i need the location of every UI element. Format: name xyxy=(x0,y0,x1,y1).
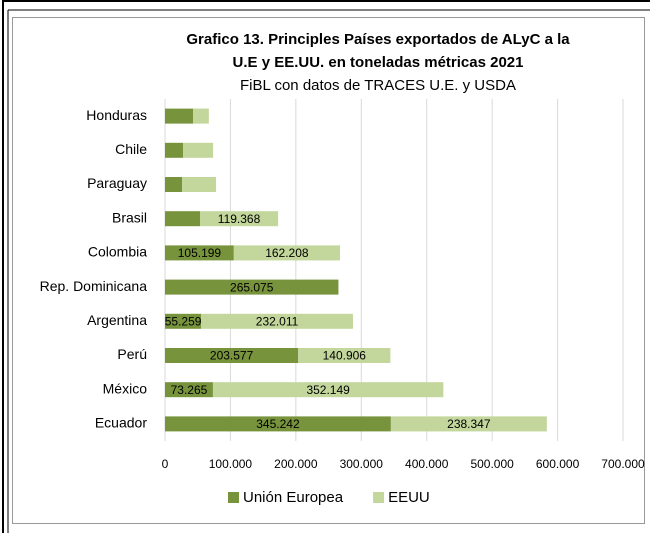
bar-segment xyxy=(193,108,209,124)
y-tick-label: Honduras xyxy=(86,107,147,123)
bar-segment xyxy=(298,348,391,363)
data-label: 73.265 xyxy=(171,383,208,397)
data-label: 140.906 xyxy=(323,349,367,363)
y-tick-label: Argentina xyxy=(87,312,147,328)
y-tick-label: Colombia xyxy=(88,244,147,260)
y-tick-label: Perú xyxy=(117,346,147,362)
chart-border xyxy=(12,17,645,524)
bar-segment xyxy=(165,313,202,329)
bar-segment xyxy=(165,108,194,124)
x-tick-label: 300.000 xyxy=(340,457,384,471)
y-tick-label: Rep. Dominicana xyxy=(40,278,148,294)
bar-segment xyxy=(233,245,340,261)
bar-segment xyxy=(200,211,279,227)
y-tick-label: Paraguay xyxy=(87,175,147,191)
legend-swatch xyxy=(228,492,239,503)
bar-segment xyxy=(201,313,353,329)
x-tick-label: 100.000 xyxy=(209,457,253,471)
bar-segment xyxy=(182,142,214,158)
chart-title: U.E y EE.UU. en toneladas métricas 2021 xyxy=(233,54,524,71)
x-tick-label: 200.000 xyxy=(274,457,318,471)
chart-subtitle: FiBL con datos de TRACES U.E. y USDA xyxy=(240,77,516,94)
y-tick-label: México xyxy=(103,380,148,396)
legend-label: Unión Europea xyxy=(243,489,344,506)
y-tick-label: Chile xyxy=(115,141,147,157)
bar-segment xyxy=(390,416,547,432)
chart-title: Grafico 13. Principles Países exportados… xyxy=(186,31,570,48)
bar-segment xyxy=(165,245,234,261)
x-tick-label: 700.000 xyxy=(601,457,645,471)
y-tick-label: Ecuador xyxy=(95,415,147,431)
bar-segment xyxy=(165,348,299,363)
x-tick-label: 600.000 xyxy=(536,457,580,471)
x-tick-label: 0 xyxy=(162,457,169,471)
legend-swatch xyxy=(373,492,385,503)
data-label: 55.259 xyxy=(165,314,202,328)
bar-segment xyxy=(165,382,213,398)
data-label: 238.347 xyxy=(447,417,491,431)
data-label: 119.368 xyxy=(218,212,261,226)
bar-segment xyxy=(165,142,183,158)
data-label: 345.242 xyxy=(256,417,300,431)
data-label: 203.577 xyxy=(210,349,254,363)
x-tick-label: 500.000 xyxy=(470,457,514,471)
y-tick-label: Brasil xyxy=(112,209,147,225)
data-label: 162.208 xyxy=(265,246,309,260)
bar-segment xyxy=(182,177,217,192)
bar-segment xyxy=(212,382,444,398)
x-tick-label: 400.000 xyxy=(405,457,449,471)
legend-label: EEUU xyxy=(388,489,430,506)
data-label: 105.199 xyxy=(178,246,222,260)
bar-segment xyxy=(165,211,201,227)
bar-segment xyxy=(165,279,339,295)
data-label: 265.075 xyxy=(230,280,274,294)
data-label: 232.011 xyxy=(256,314,299,328)
data-label: 352.149 xyxy=(306,383,350,397)
bar-segment xyxy=(165,177,183,192)
bar-segment xyxy=(165,416,391,432)
